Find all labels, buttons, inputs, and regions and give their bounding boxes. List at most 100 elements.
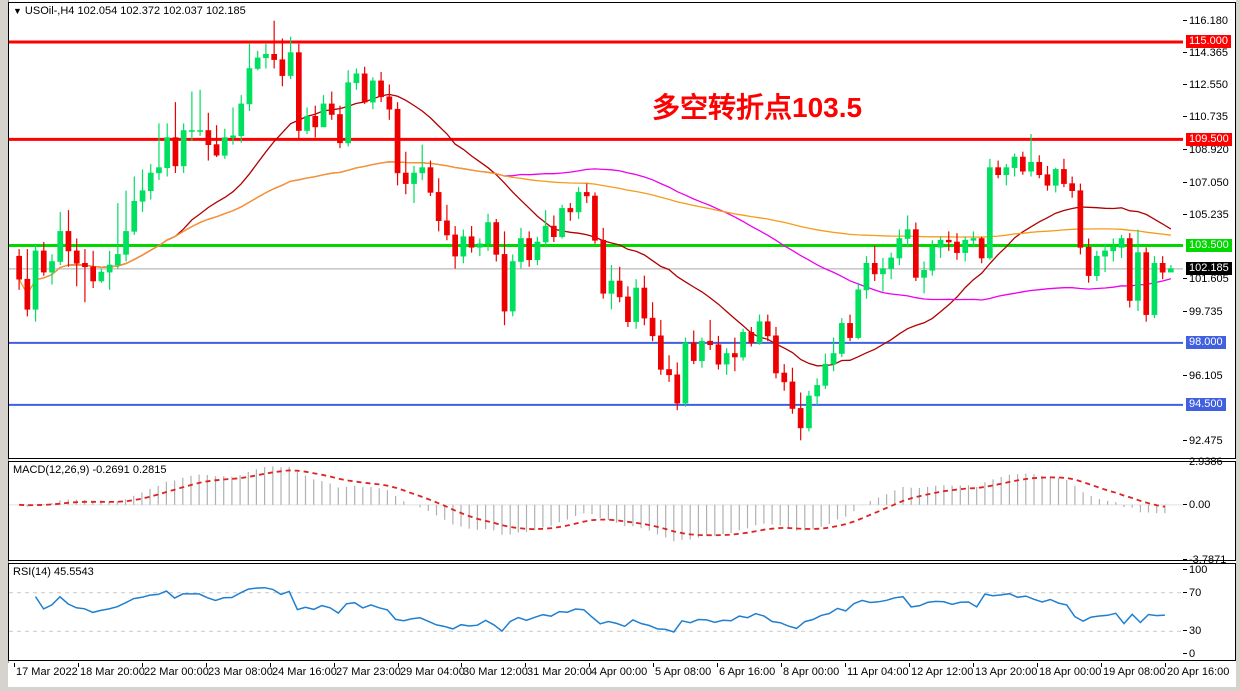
time-axis-tick [14, 663, 15, 667]
rsi-axis[interactable]: 100 70 30 0 [1183, 564, 1235, 660]
axis-tick-mark [1183, 84, 1187, 85]
candle-body [353, 73, 360, 84]
time-axis-tick [589, 663, 590, 667]
candle-body [666, 369, 672, 376]
candle-body [337, 114, 343, 144]
candle-body [402, 172, 409, 184]
price-chart-pane[interactable]: ▼ USOil-,H4 102.054 102.372 102.037 102.1… [8, 2, 1236, 459]
candle-body [542, 225, 549, 243]
price-axis-tick-label: 107.050 [1189, 177, 1229, 189]
candle-body [40, 250, 47, 273]
time-axis-tick [142, 663, 143, 667]
candle-body [106, 264, 113, 273]
price-axis[interactable]: 116.180 114.365 112.550 110.735 108.920 107.0… [1183, 3, 1235, 458]
candle-body [238, 103, 245, 137]
rsi-label: RSI(14) 45.5543 [13, 566, 94, 578]
time-axis-label: 24 Mar 16:00 [272, 666, 337, 678]
candle-body [888, 257, 894, 269]
candle-body [254, 57, 261, 69]
candle-body [954, 241, 960, 253]
price-tag-98-000[interactable]: 98.000 [1186, 336, 1226, 349]
candle-body [1044, 174, 1051, 186]
macd-axis[interactable]: 2.9386 0.00 -3.7871 [1183, 456, 1235, 566]
candle-body [1168, 268, 1174, 273]
candle-body [608, 280, 615, 294]
price-axis-tick-label: 105.235 [1189, 209, 1229, 221]
price-tag-109-500[interactable]: 109.500 [1186, 133, 1232, 146]
chart-annotation-text: 多空转折点103.5 [652, 92, 863, 123]
time-axis-tick [1165, 663, 1166, 667]
candle-body [534, 241, 541, 261]
candle-body [945, 239, 952, 243]
time-axis-tick [781, 663, 782, 667]
price-axis-tick: 105.235 [1183, 209, 1235, 221]
candle-body [1151, 262, 1158, 315]
candle-body [139, 190, 146, 202]
candle-body [1126, 238, 1133, 301]
price-tag-102-185[interactable]: 102.185 [1186, 262, 1232, 275]
candle-body [164, 137, 171, 169]
candle-body [468, 236, 475, 248]
candle-body [304, 116, 310, 131]
axis-tick-mark [1183, 461, 1187, 462]
candle-body [279, 59, 286, 76]
time-axis-label: 12 Apr 12:00 [911, 666, 974, 678]
rsi-axis-tick: 0 [1183, 648, 1235, 660]
candle-body [616, 280, 623, 298]
rsi-pane[interactable]: RSI(14) 45.5543 100 70 30 0 [8, 563, 1236, 661]
candle-body [386, 96, 393, 110]
candle-body [65, 231, 72, 252]
candle-body [82, 262, 88, 268]
candle-body [978, 238, 985, 259]
candle-body [929, 247, 936, 271]
candle-body [526, 238, 532, 261]
candle-body [657, 335, 664, 370]
time-axis-tick [270, 663, 271, 667]
candle-body [312, 116, 319, 128]
candle-body [748, 331, 755, 344]
time-axis-tick [973, 663, 974, 667]
candle-body [699, 340, 705, 362]
candle-body [641, 287, 648, 319]
macd-pane[interactable]: MACD(12,26,9) -0.2691 0.2815 2.9386 0.00-… [8, 456, 1236, 566]
rsi-axis-tick-label: 0 [1189, 648, 1196, 660]
collapse-chevron-icon[interactable]: ▼ [13, 6, 22, 16]
price-tag-115-000[interactable]: 115.000 [1186, 35, 1231, 48]
axis-tick-mark [1183, 440, 1187, 441]
time-axis-tick [909, 663, 910, 667]
candle-body [156, 167, 162, 174]
candle-body [567, 208, 574, 213]
candle-body [378, 80, 384, 98]
symbol-header: ▼ USOil-,H4 102.054 102.372 102.037 102.1… [13, 5, 246, 17]
candle-body [830, 353, 837, 365]
time-axis-tick [398, 663, 399, 667]
price-tag-103-500[interactable]: 103.500 [1186, 239, 1232, 252]
candle-body [912, 229, 919, 278]
time-axis-label: 30 Mar 12:00 [463, 666, 528, 678]
time-axis-tick [206, 663, 207, 667]
axis-tick-mark [1183, 504, 1187, 505]
price-axis-tick: 108.920 [1183, 144, 1235, 156]
price-tag-94-500[interactable]: 94.500 [1186, 398, 1226, 411]
rsi-canvas [9, 586, 1183, 633]
candle-body [806, 395, 812, 429]
time-axis[interactable]: 17 Mar 2022 18 Mar 20:00 22 Mar 00:00 23 Ma… [8, 663, 1236, 687]
candle-body [189, 130, 195, 132]
time-axis-tick [653, 663, 654, 667]
candle-body [518, 238, 524, 262]
candle-body [986, 167, 993, 259]
candle-body [583, 192, 590, 197]
window-right-edge [1236, 0, 1240, 691]
time-axis-label: 31 Mar 20:00 [527, 666, 592, 678]
rsi-axis-tick: 30 [1183, 625, 1235, 637]
macd-histogram [26, 466, 1166, 542]
candle-body [230, 135, 236, 138]
time-axis-label: 18 Mar 20:00 [80, 666, 145, 678]
candle-body [115, 254, 121, 266]
time-axis-tick [717, 663, 718, 667]
axis-tick-mark [1183, 52, 1187, 53]
axis-tick-mark [1183, 559, 1187, 560]
candle-body [756, 321, 763, 344]
candle-body [822, 363, 829, 386]
